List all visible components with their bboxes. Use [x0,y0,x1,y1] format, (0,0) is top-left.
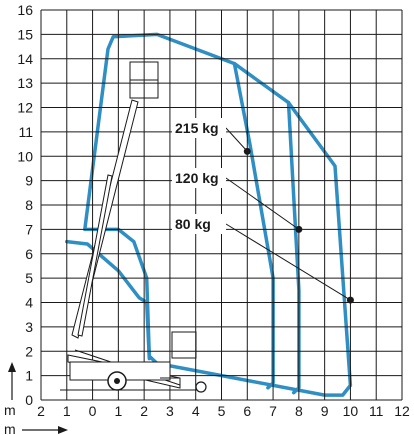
y-tick-label: 12 [17,100,33,116]
y-tick-label: 1 [25,368,33,384]
envelope-line-3 [232,61,275,390]
y-tick-label: 13 [17,75,33,91]
y-tick-label: 9 [25,173,33,189]
y-tick-label: 7 [25,221,33,237]
load-label: 120 kg [175,170,219,186]
leader-line [225,223,351,301]
y-tick-label: 10 [17,148,33,164]
envelope-line-4 [65,239,152,361]
load-label: 80 kg [175,216,211,232]
x-tick-label: 10 [343,403,359,419]
y-tick-label: 5 [25,270,33,286]
grid-lines [40,9,403,401]
x-tick-label: 8 [295,403,303,419]
y-tick-label: 15 [17,26,33,42]
x-tick-label: 4 [192,403,200,419]
x-tick-label: 2 [140,403,148,419]
label-background [172,118,226,138]
x-tick-label: 2 [37,403,45,419]
y-unit-arrowhead [8,362,16,372]
load-label: 215 kg [175,120,219,136]
x-tick-label: 11 [369,403,384,419]
x-tick-label: 9 [321,403,329,419]
x-tick-label: 7 [269,403,277,419]
envelope-line-2 [286,100,301,395]
leader-line [225,177,300,230]
label-background [172,214,226,234]
load-labels: 80 kg 120 kg 215 kg [172,118,354,304]
y-unit-label: m [4,402,16,418]
y-tick-label: 2 [25,343,33,359]
y-tick-label: 4 [25,295,33,311]
load-point [295,225,303,233]
y-tick-label: 8 [25,197,33,213]
envelope-line-1 [83,32,353,397]
aerial-platform-illustration [60,61,207,393]
y-tick-label: 11 [18,124,33,140]
x-tick-label: 6 [243,403,251,419]
load-point [243,147,251,155]
leader-line [225,127,248,152]
x-tick-label: 1 [114,403,122,419]
x-tick-label: 3 [166,403,174,419]
x-tick-label: 0 [89,403,97,419]
x-unit-label: m [4,421,16,435]
y-tick-label: 6 [25,246,33,262]
y-tick-label: 0 [25,392,33,408]
x-tick-label: 1 [63,403,71,419]
x-unit-arrowhead [58,426,68,434]
x-tick-label: 5 [218,403,226,419]
y-tick-label: 3 [25,319,33,335]
y-tick-label: 14 [17,51,33,67]
load-point [346,296,354,304]
y-tick-label: 16 [17,2,33,18]
axis-units: mm [4,362,68,435]
x-tick-label: 12 [394,403,410,419]
label-background [172,168,226,188]
